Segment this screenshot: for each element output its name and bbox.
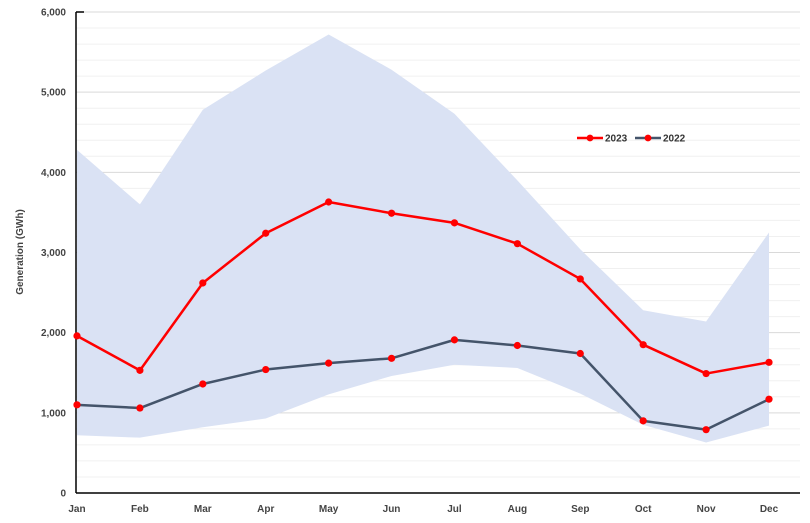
series-line-2023 — [76, 200, 770, 375]
data-point — [136, 404, 144, 412]
data-point — [639, 341, 647, 349]
y-tick-label: 0 — [60, 489, 66, 500]
legend-marker — [644, 134, 652, 142]
data-point — [513, 341, 521, 350]
y-tick-label: 6,000 — [41, 8, 66, 19]
y-tick-label: 3,000 — [41, 248, 66, 259]
legend-label: 2023 — [605, 134, 628, 145]
data-point — [262, 229, 270, 237]
y-axis-title: Generation (GWh) — [15, 209, 26, 295]
data-point — [387, 354, 396, 362]
data-point — [199, 279, 207, 287]
x-tick-label: Nov — [697, 504, 716, 515]
data-point — [325, 198, 333, 206]
series-2023 — [73, 198, 773, 378]
legend-entry-2022: 2022 — [635, 134, 686, 145]
data-point — [639, 417, 647, 425]
x-tick-label: Dec — [760, 504, 779, 515]
data-point — [387, 209, 396, 217]
data-point — [450, 336, 459, 344]
x-tick-label: Oct — [635, 504, 652, 515]
legend: 2023 2022 — [577, 134, 686, 145]
data-point — [262, 365, 270, 374]
y-tick-label: 5,000 — [41, 88, 66, 99]
x-tick-label: Aug — [508, 504, 527, 515]
data-point — [765, 395, 773, 403]
data-point — [73, 332, 81, 340]
data-point — [513, 240, 521, 248]
legend-entry-2023: 2023 — [577, 134, 628, 145]
data-point — [199, 380, 207, 388]
x-tick-label: Feb — [131, 504, 149, 515]
series-2022 — [73, 336, 773, 434]
range-band-area — [77, 34, 769, 443]
legend-marker — [586, 134, 594, 142]
x-tick-label: Mar — [194, 504, 212, 515]
x-tick-label: Jul — [447, 504, 462, 515]
range-band — [77, 34, 769, 443]
data-point — [702, 426, 710, 434]
data-point — [73, 401, 81, 409]
y-tick-label: 2,000 — [41, 328, 66, 339]
axes — [75, 11, 800, 494]
data-point — [576, 349, 584, 358]
legend-label: 2022 — [663, 134, 686, 145]
x-tick-labels: Jan Feb Mar Apr May Jun Jul Aug Sep Oct Nov Dec — [68, 504, 778, 515]
y-tick-labels: 0 1,000 2,000 3,000 4,000 5,000 6,000 — [41, 8, 66, 500]
x-tick-label: Apr — [257, 504, 274, 515]
data-point — [325, 359, 333, 367]
data-point — [450, 219, 459, 227]
x-tick-label: May — [319, 504, 339, 515]
x-tick-label: Sep — [571, 504, 589, 515]
data-point — [576, 275, 584, 283]
y-tick-label: 1,000 — [41, 408, 66, 419]
data-point — [702, 369, 710, 378]
series-lines — [73, 198, 773, 434]
x-tick-label: Jun — [383, 504, 401, 515]
series-line-2022 — [76, 338, 770, 431]
y-tick-label: 4,000 — [41, 168, 66, 179]
data-point — [765, 358, 773, 366]
x-tick-label: Jan — [68, 504, 85, 515]
data-point — [136, 366, 144, 374]
